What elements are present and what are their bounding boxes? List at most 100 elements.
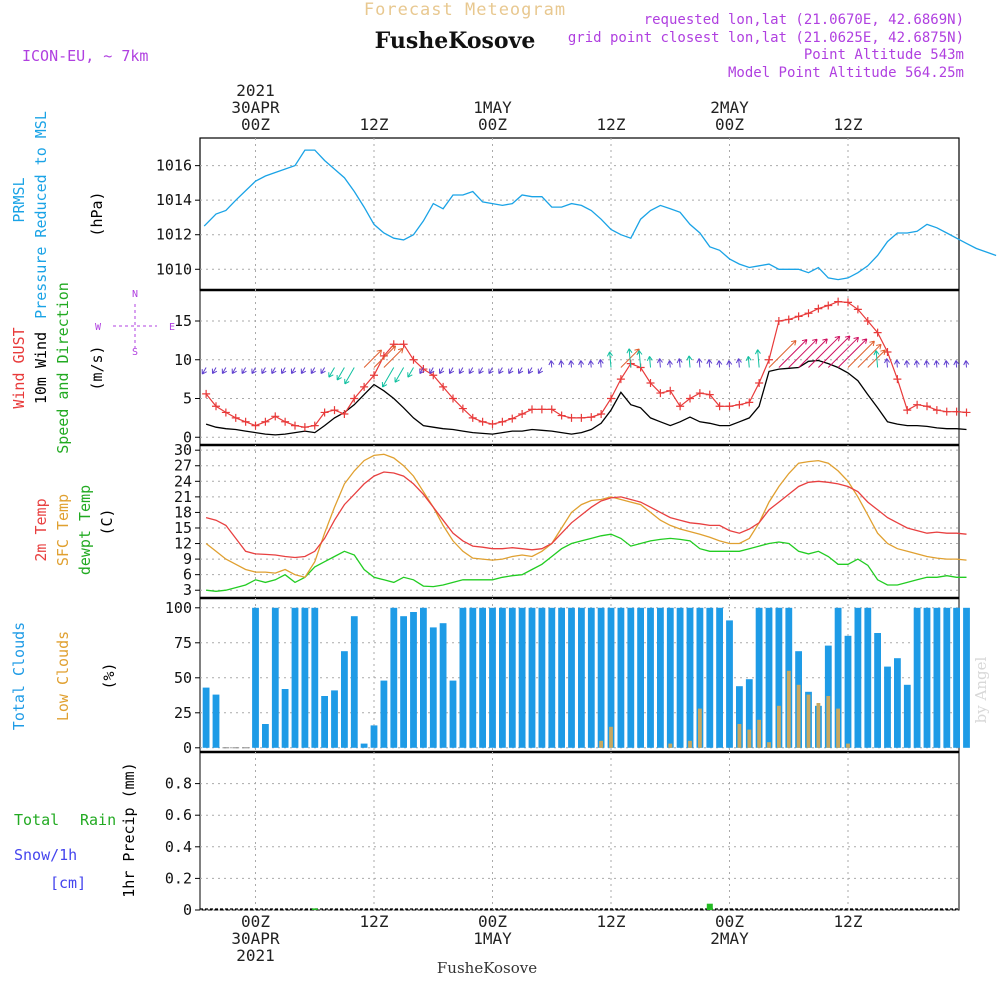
total-cloud-bar [518,607,526,748]
total-cloud-bar [963,607,970,748]
gust-marker [518,410,527,418]
wind-direction-arrow [818,335,851,368]
total-cloud-bar [538,607,546,748]
low-cloud-bar [836,708,840,748]
gust-marker [577,413,586,422]
gust-marker [379,351,388,360]
wind-direction-arrow [300,367,307,375]
total-cloud-bar [252,607,259,748]
wind-direction-arrow [251,367,257,375]
gust-marker [251,421,260,430]
panel-frame [199,137,960,291]
total-cloud-bar [903,684,911,748]
total-cloud-bar [617,607,625,748]
y-tick-label: 5 [183,390,192,408]
low-cloud-bar [599,740,603,748]
dewpoint-line [206,533,967,592]
wind-direction-arrow [735,358,742,368]
total-cloud-bar [311,607,319,748]
total-cloud-bar [439,623,447,748]
total-cloud-bar [558,607,565,748]
gust-marker [913,400,922,409]
gust-marker [794,312,803,321]
compass-south: S [132,347,138,358]
total-cloud-bar [400,616,407,748]
total-cloud-bar [341,651,348,748]
total-cloud-bar [933,607,941,748]
low-cloud-bar [806,694,811,748]
bottom-time-label: 00Z [715,912,744,931]
low-cloud-bar [668,743,673,748]
gust-marker [231,413,240,422]
total-cloud-bar [597,607,605,748]
wind-direction-arrow [716,360,723,368]
total-cloud-bar [578,607,585,748]
wind-direction-arrow [873,350,880,368]
total-cloud-bar [736,686,743,748]
low-cloud-bar [816,703,821,748]
gust-marker [508,414,517,423]
wind-speed-line [205,359,967,436]
wind-direction-arrow [448,367,455,375]
wind-direction-arrow [837,338,868,368]
wind-direction-arrow [656,358,663,368]
wind-direction-arrow [548,360,555,368]
y-tick-label: 27 [174,457,192,475]
total-cloud-bar [548,607,556,748]
gust-marker [399,340,408,349]
wind-direction-arrow [788,338,818,368]
top-time-label: 2MAY [710,98,749,117]
wind-direction-arrow [221,367,228,375]
gust-marker [824,301,833,310]
y-tick-label: 25 [174,704,192,722]
total-cloud-bar [301,607,309,748]
total-cloud-bar [321,696,328,748]
top-time-label: 12Z [360,115,389,134]
precip-bar [706,903,713,910]
wind-direction-arrow [310,367,316,375]
top-time-label: 00Z [478,115,507,134]
total-cloud-bar [913,607,921,748]
y-tick-label: 1014 [156,191,192,209]
wind-direction-arrow [383,347,404,368]
wind-direction-arrow [320,367,326,375]
gust-marker [903,406,912,415]
bottom-time-label: 30APR [231,929,280,948]
total-cloud-bar [894,658,901,748]
wind-direction-arrow [363,349,383,368]
gust-marker [340,410,349,418]
wind-direction-arrow [498,367,504,375]
low-clouds-label: Low Clouds [54,631,72,721]
wind-direction-arrow [231,367,237,375]
model-label: ICON-EU, ~ 7km [22,47,148,65]
total-cloud-bar [745,679,753,748]
gust-marker [853,305,862,314]
model-altitude: Model Point Altitude 564.25m [728,65,964,81]
y-tick-label: 15 [174,312,192,330]
wind-direction-arrow [458,367,465,375]
bottom-time-label: 00Z [478,912,507,931]
total-cloud-bar [459,607,467,748]
wind-direction-arrow [646,356,653,368]
low-cloud-bar [796,684,801,748]
top-time-label: 2021 [236,81,275,100]
total-cloud-bar [281,689,289,748]
meteogram-title: Forecast Meteogram [364,0,566,20]
wind-direction-arrow [963,360,970,368]
y-tick-label: 50 [174,669,192,687]
gust-marker [715,402,724,411]
cloud-unit: (%) [100,662,118,689]
wind-direction-arrow [754,349,761,368]
total-cloud-bar [666,607,674,748]
total-cloud-bar [489,607,496,748]
wind-direction-arrow [597,359,604,368]
wind-direction-arrow [636,350,643,368]
gust-marker [330,406,339,415]
wind-direction-arrow [290,367,297,375]
gust-marker [834,297,843,306]
requested-coords: requested lon,lat (21.0670E, 42.6869N) [644,12,964,28]
gust-marker [784,315,793,324]
low-cloud-bar [767,742,771,748]
wind-direction-arrow [847,340,875,368]
gust-marker [646,379,655,387]
